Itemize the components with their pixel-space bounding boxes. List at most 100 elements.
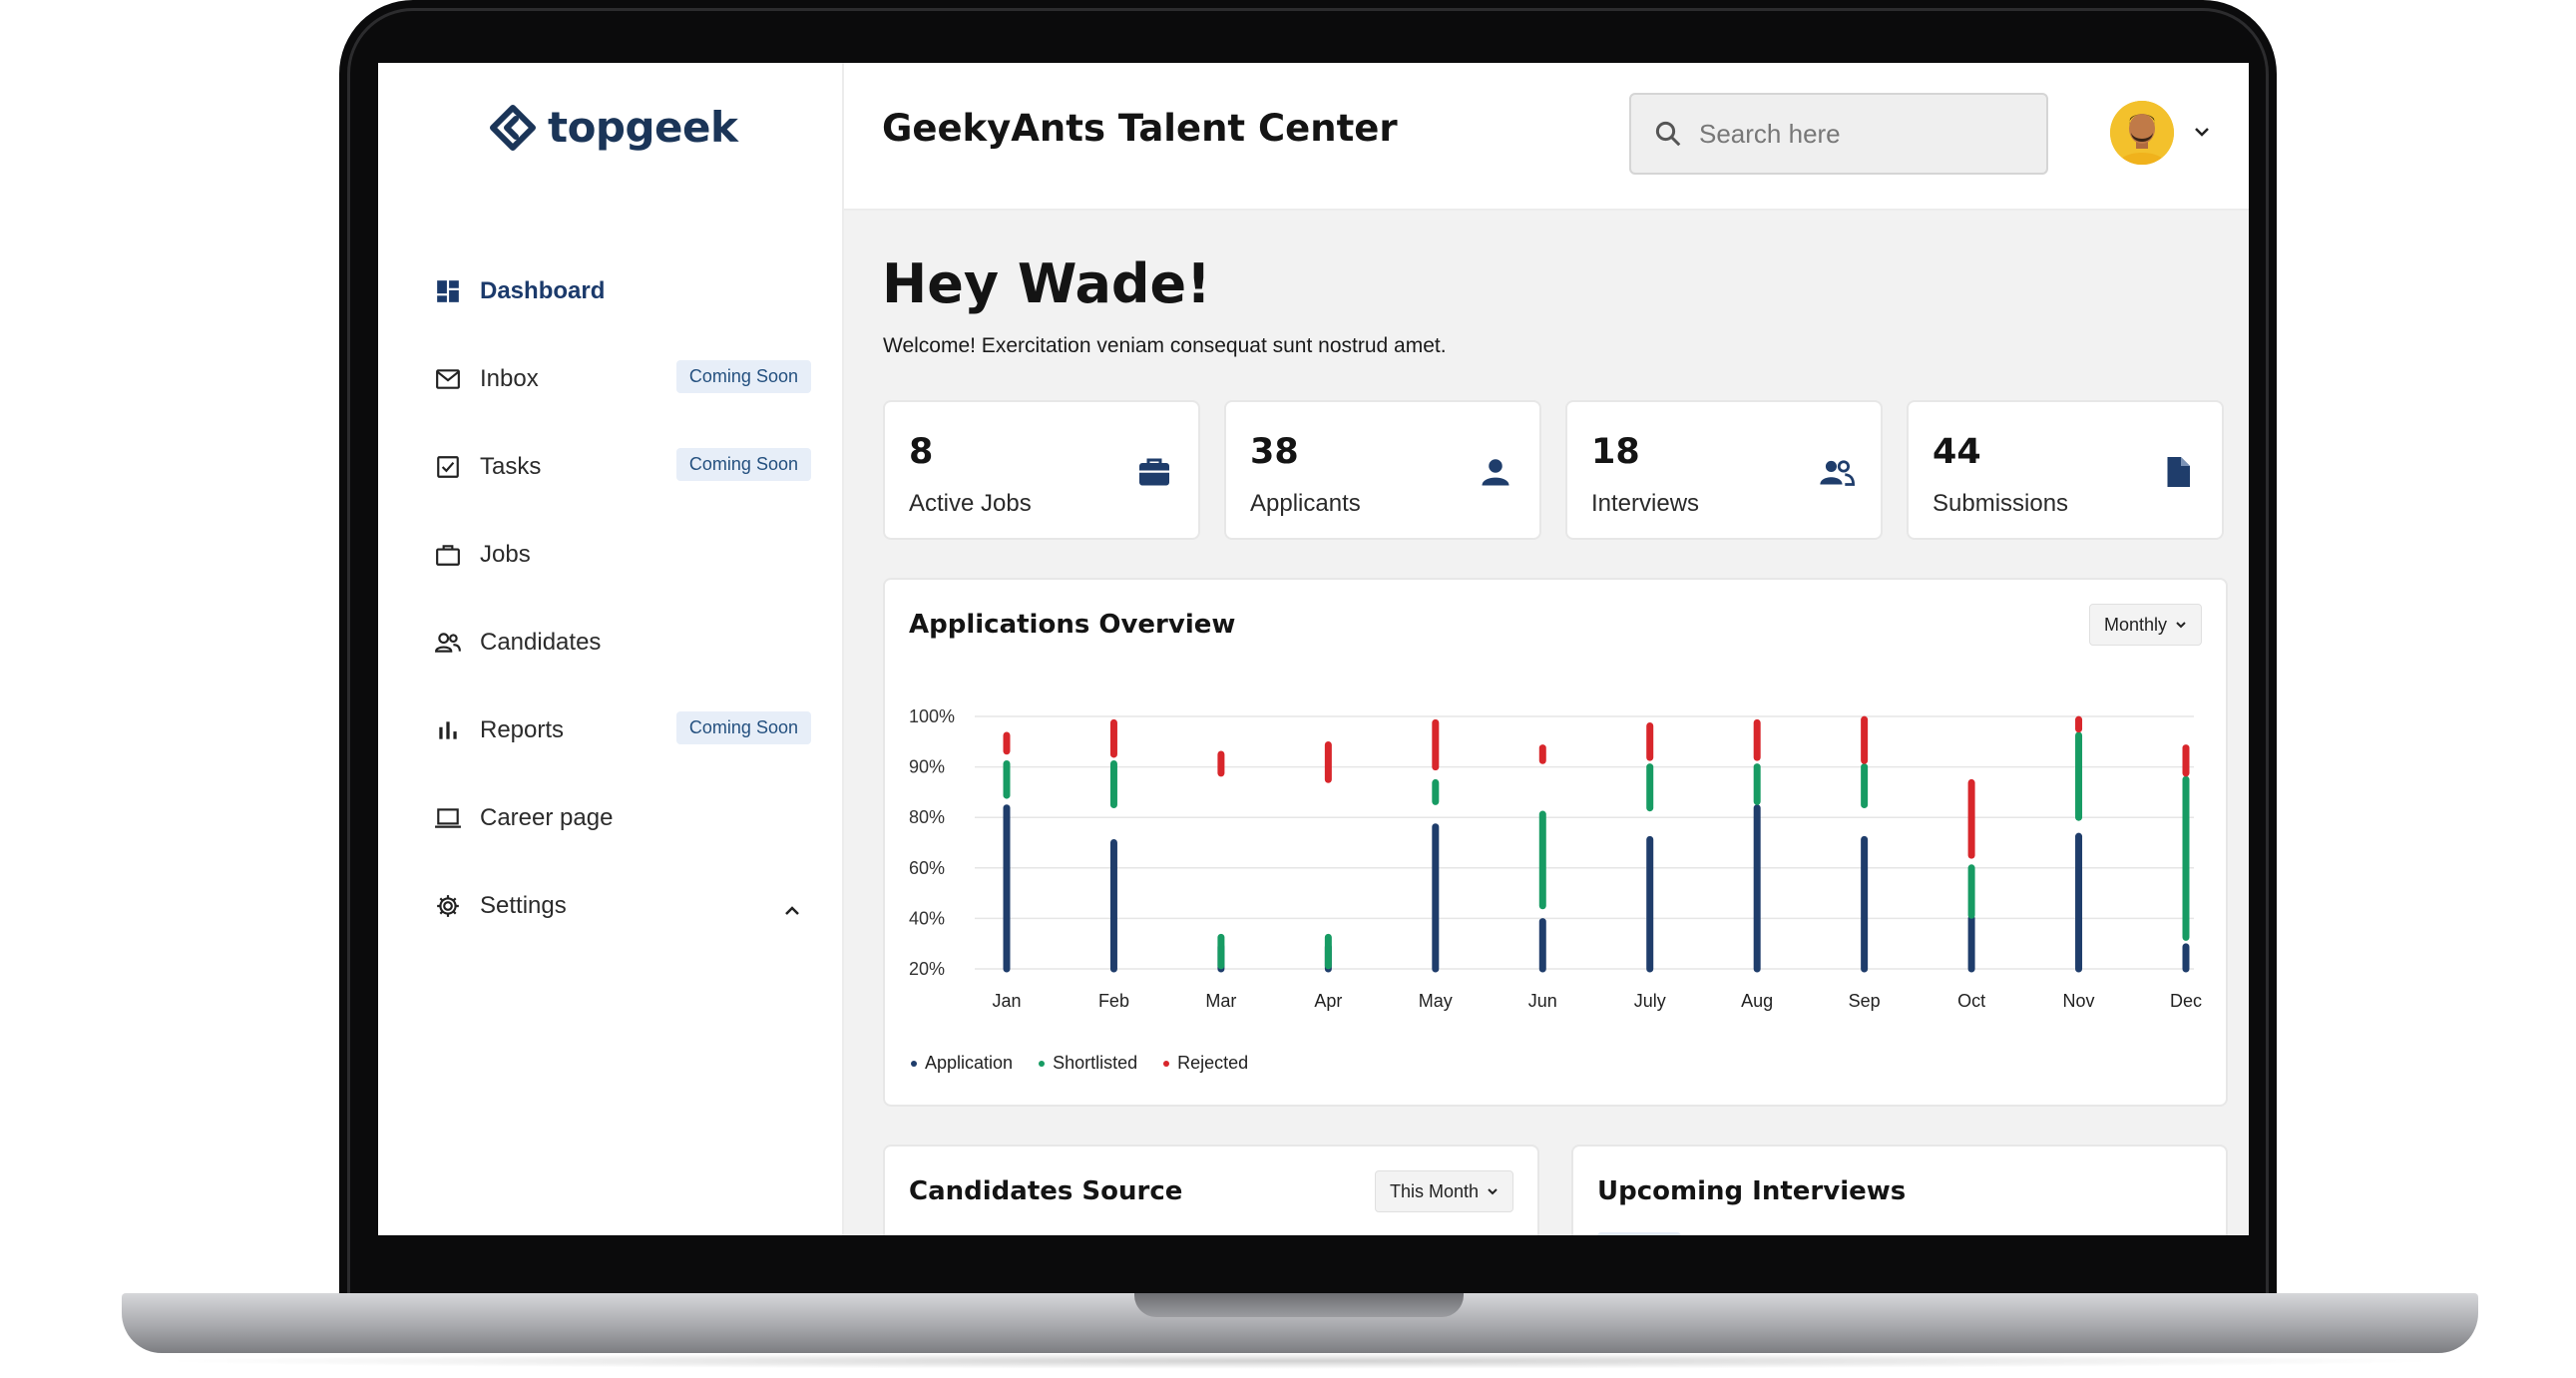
search-icon <box>1655 121 1681 147</box>
people-icon <box>1820 460 1855 486</box>
dashboard-icon <box>434 277 462 305</box>
applications-overview-card: Applications Overview Monthly 100% 90% 80%… <box>883 578 2228 1107</box>
document-icon <box>2167 457 2190 487</box>
legend-item-shortlisted[interactable]: Shortlisted <box>1039 1053 1137 1074</box>
sidebar-item-settings[interactable]: Settings <box>434 862 811 950</box>
sidebar-item-candidates[interactable]: Candidates <box>434 599 811 687</box>
dropdown-label: Monthly <box>2103 614 2167 635</box>
stat-label: Applicants <box>1250 490 1361 517</box>
sidebar-item-jobs[interactable]: Jobs <box>434 511 811 599</box>
stat-label: Interviews <box>1591 490 1700 517</box>
chevron-down-icon[interactable] <box>2193 125 2211 143</box>
legend-label: Application <box>925 1053 1014 1073</box>
x-tick-label: Mar <box>1205 991 1236 1011</box>
coming-soon-badge: Coming Soon <box>675 448 811 481</box>
y-tick-label: 60% <box>909 858 945 878</box>
x-tick-label: Jan <box>992 991 1021 1011</box>
person-icon <box>1482 459 1509 486</box>
user-avatar-icon <box>2110 101 2174 165</box>
laptop-shadow <box>150 1353 2450 1369</box>
search-box[interactable] <box>1629 93 2048 175</box>
coming-soon-badge: Coming Soon <box>675 711 811 744</box>
x-tick-label: Feb <box>1098 991 1129 1011</box>
logo-icon <box>490 104 536 151</box>
search-input[interactable] <box>1699 118 2018 150</box>
card-title: Applications Overview <box>909 610 1236 640</box>
checkbox-icon <box>434 453 462 481</box>
stat-value: 44 <box>1932 432 1981 472</box>
card-title: Upcoming Interviews <box>1597 1176 1907 1206</box>
sidebar-item-label: Jobs <box>480 541 531 568</box>
stat-value: 8 <box>909 432 934 472</box>
x-tick-label: Oct <box>1957 991 1985 1011</box>
y-tick-label: 20% <box>909 959 945 979</box>
sidebar-nav: Dashboard Inbox Coming Soon Tasks Coming… <box>434 247 811 950</box>
sidebar-item-dashboard[interactable]: Dashboard <box>434 247 811 335</box>
stat-label: Submissions <box>1932 490 2069 517</box>
stat-card-interviews[interactable]: 18 Interviews <box>1565 400 1883 540</box>
sidebar-item-reports[interactable]: Reports Coming Soon <box>434 687 811 774</box>
stat-label: Active Jobs <box>909 490 1032 517</box>
x-tick-label: Jun <box>1528 991 1557 1011</box>
page-title: GeekyAnts Talent Center <box>882 107 1398 150</box>
y-tick-label: 90% <box>909 757 945 777</box>
dropdown-label: This Month <box>1389 1180 1479 1201</box>
sidebar-item-label: Dashboard <box>480 277 606 304</box>
briefcase-icon <box>434 541 462 569</box>
sidebar-item-career-page[interactable]: Career page <box>434 774 811 862</box>
avatar[interactable] <box>2110 101 2174 165</box>
y-tick-label: 80% <box>909 807 945 827</box>
legend-item-rejected[interactable]: Rejected <box>1163 1053 1248 1074</box>
sidebar-item-tasks[interactable]: Tasks Coming Soon <box>434 423 811 511</box>
sidebar-item-inbox[interactable]: Inbox Coming Soon <box>434 335 811 423</box>
applications-chart: 100% 90% 80% 60% 40% 20% Jan Feb Mar Apr May Jun Jul… <box>909 706 2202 1011</box>
chevron-down-icon <box>1488 1188 1498 1195</box>
x-tick-label: May <box>1419 991 1453 1011</box>
x-tick-label: Apr <box>1314 991 1342 1011</box>
app-screen: topgeek Dashboard Inbox Coming Soon <box>378 63 2249 1235</box>
people-icon <box>434 629 462 657</box>
card-title: Candidates Source <box>909 1176 1183 1206</box>
greeting: Hey Wade! <box>882 252 1211 315</box>
stat-card-applicants[interactable]: 38 Applicants <box>1224 400 1541 540</box>
laptop-notch <box>1134 1293 1464 1317</box>
x-tick-label: Sep <box>1849 991 1881 1011</box>
legend-label: Shortlisted <box>1053 1053 1138 1073</box>
mail-icon <box>434 365 462 393</box>
top-header: GeekyAnts Talent Center <box>844 63 2249 211</box>
sidebar-item-label: Candidates <box>480 629 602 656</box>
sidebar-item-label: Reports <box>480 716 565 743</box>
stat-value: 18 <box>1591 432 1640 472</box>
brand-logo[interactable]: topgeek <box>490 103 738 152</box>
sidebar-item-label: Settings <box>480 892 567 919</box>
gear-icon <box>434 892 462 920</box>
welcome-message: Welcome! Exercitation veniam consequat s… <box>883 334 1447 357</box>
stat-value: 38 <box>1250 432 1299 472</box>
sidebar-item-label: Career page <box>480 804 614 831</box>
candidates-source-card: Candidates Source This Month <box>883 1145 1539 1235</box>
y-tick-label: 40% <box>909 908 945 928</box>
coming-soon-badge: Coming Soon <box>675 360 811 393</box>
legend-item-application[interactable]: Application <box>911 1053 1013 1074</box>
bar-chart-icon <box>434 716 462 744</box>
x-tick-label: July <box>1634 991 1666 1011</box>
range-dropdown[interactable]: This Month <box>1374 1170 1513 1212</box>
x-tick-label: Nov <box>2063 991 2095 1011</box>
legend-label: Rejected <box>1177 1053 1249 1073</box>
sidebar-item-label: Inbox <box>480 365 539 392</box>
stat-card-submissions[interactable]: 44 Submissions <box>1907 400 2224 540</box>
laptop-icon <box>434 804 462 832</box>
chevron-up-icon[interactable] <box>783 896 801 924</box>
briefcase-icon <box>1139 458 1169 486</box>
sidebar-item-label: Tasks <box>480 453 542 480</box>
brand-name: topgeek <box>548 103 738 152</box>
chart-legend: Application Shortlisted Rejected <box>911 1053 1248 1074</box>
stat-card-active-jobs[interactable]: 8 Active Jobs <box>883 400 1200 540</box>
range-dropdown[interactable]: Monthly <box>2088 604 2202 646</box>
x-tick-label: Aug <box>1741 991 1773 1011</box>
chevron-down-icon <box>2176 622 2186 629</box>
upcoming-interviews-card: Upcoming Interviews <box>1571 1145 2228 1235</box>
x-tick-label: Dec <box>2170 991 2202 1011</box>
y-tick-label: 100% <box>909 706 955 726</box>
